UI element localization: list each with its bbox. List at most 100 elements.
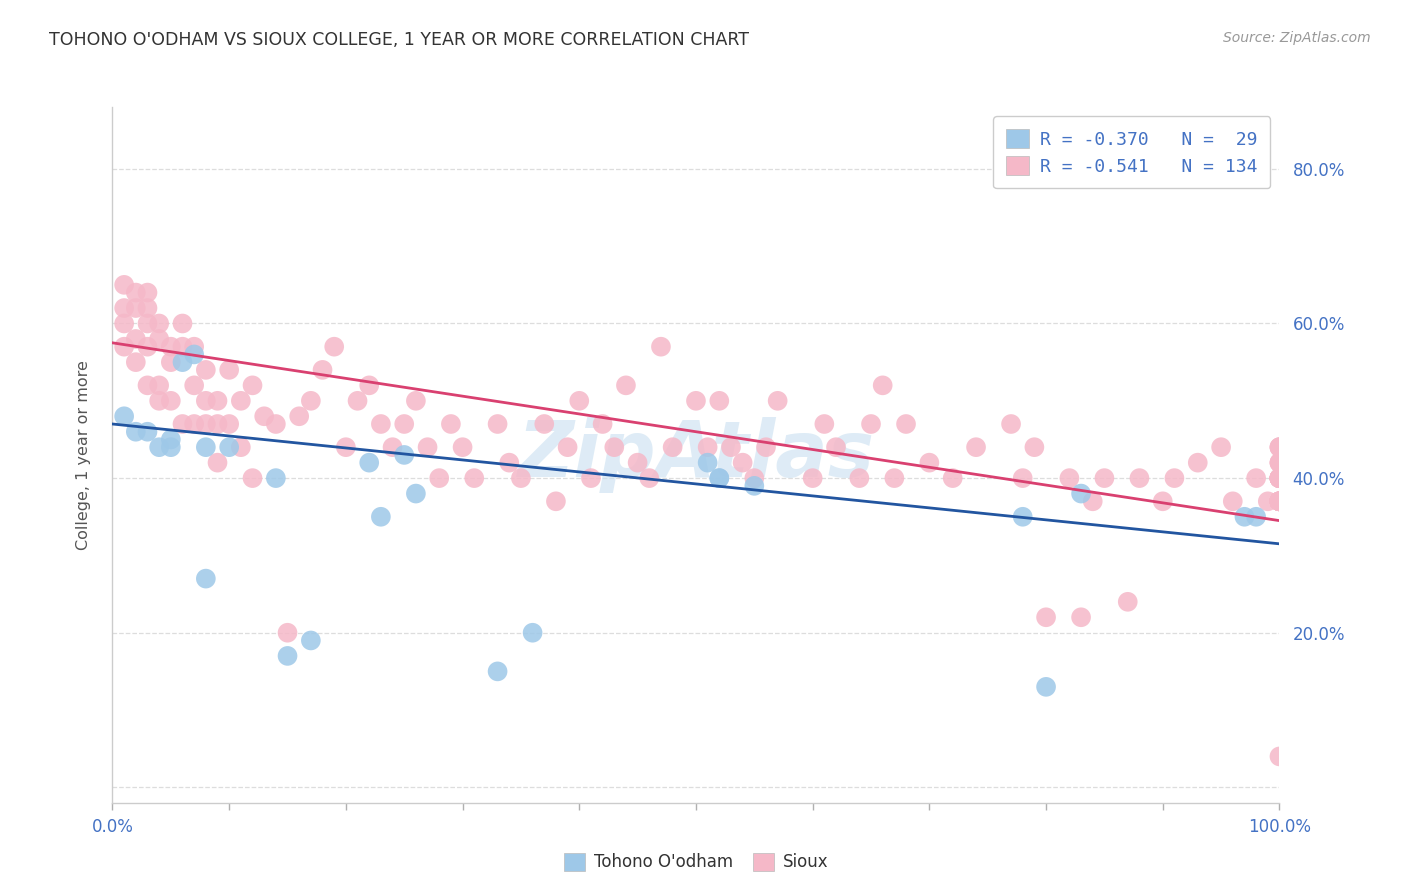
Point bbox=[160, 393, 183, 408]
Point bbox=[603, 440, 626, 454]
Point bbox=[627, 456, 650, 470]
Point bbox=[207, 456, 229, 470]
Point bbox=[579, 471, 602, 485]
Point bbox=[148, 317, 170, 331]
Point bbox=[112, 301, 135, 315]
Text: Source: ZipAtlas.com: Source: ZipAtlas.com bbox=[1223, 31, 1371, 45]
Point bbox=[183, 378, 205, 392]
Point bbox=[136, 301, 159, 315]
Point bbox=[451, 440, 474, 454]
Point bbox=[136, 378, 159, 392]
Point bbox=[1244, 471, 1267, 485]
Point bbox=[136, 340, 159, 354]
Point bbox=[148, 393, 170, 408]
Point bbox=[1268, 440, 1291, 454]
Point bbox=[1092, 471, 1115, 485]
Point bbox=[112, 409, 135, 424]
Point bbox=[1233, 509, 1256, 524]
Point bbox=[194, 417, 217, 431]
Point bbox=[650, 340, 672, 354]
Point bbox=[1268, 471, 1291, 485]
Point bbox=[288, 409, 311, 424]
Point bbox=[1011, 509, 1033, 524]
Point bbox=[1268, 471, 1291, 485]
Point bbox=[207, 393, 229, 408]
Point bbox=[242, 471, 264, 485]
Point bbox=[942, 471, 965, 485]
Point bbox=[1059, 471, 1081, 485]
Point bbox=[872, 378, 894, 392]
Point bbox=[194, 440, 217, 454]
Point bbox=[1268, 471, 1291, 485]
Point bbox=[1070, 486, 1092, 500]
Point bbox=[370, 509, 392, 524]
Point bbox=[359, 456, 381, 470]
Point bbox=[1268, 471, 1291, 485]
Point bbox=[592, 417, 614, 431]
Point bbox=[709, 393, 731, 408]
Point bbox=[486, 665, 509, 679]
Point bbox=[557, 440, 579, 454]
Point bbox=[405, 486, 427, 500]
Point bbox=[172, 340, 194, 354]
Point bbox=[1257, 494, 1279, 508]
Point bbox=[1268, 471, 1291, 485]
Point bbox=[218, 440, 240, 454]
Point bbox=[486, 417, 509, 431]
Point bbox=[1035, 610, 1057, 624]
Y-axis label: College, 1 year or more: College, 1 year or more bbox=[76, 360, 91, 549]
Point bbox=[1268, 494, 1291, 508]
Point bbox=[160, 340, 183, 354]
Point bbox=[661, 440, 683, 454]
Point bbox=[276, 625, 298, 640]
Point bbox=[614, 378, 637, 392]
Point bbox=[709, 471, 731, 485]
Point bbox=[370, 417, 392, 431]
Point bbox=[696, 440, 718, 454]
Point bbox=[1268, 440, 1291, 454]
Point bbox=[125, 355, 148, 369]
Point bbox=[172, 417, 194, 431]
Point bbox=[381, 440, 404, 454]
Point bbox=[801, 471, 824, 485]
Point bbox=[1268, 456, 1291, 470]
Point bbox=[392, 417, 416, 431]
Point bbox=[1024, 440, 1046, 454]
Point bbox=[1268, 494, 1291, 508]
Point bbox=[218, 417, 240, 431]
Point bbox=[848, 471, 870, 485]
Point bbox=[136, 425, 159, 439]
Point bbox=[1268, 456, 1291, 470]
Point bbox=[125, 425, 148, 439]
Point bbox=[1268, 456, 1291, 470]
Point bbox=[335, 440, 357, 454]
Point bbox=[568, 393, 591, 408]
Point bbox=[229, 393, 252, 408]
Point bbox=[346, 393, 368, 408]
Point bbox=[1116, 595, 1139, 609]
Point bbox=[498, 456, 520, 470]
Point bbox=[1128, 471, 1150, 485]
Point bbox=[1268, 471, 1291, 485]
Point bbox=[1268, 471, 1291, 485]
Point bbox=[148, 332, 170, 346]
Point bbox=[112, 317, 135, 331]
Point bbox=[742, 479, 765, 493]
Point bbox=[323, 340, 346, 354]
Point bbox=[136, 317, 159, 331]
Point bbox=[264, 471, 287, 485]
Point bbox=[1268, 749, 1291, 764]
Point bbox=[172, 355, 194, 369]
Point bbox=[533, 417, 555, 431]
Point bbox=[194, 393, 217, 408]
Point bbox=[1152, 494, 1174, 508]
Point bbox=[685, 393, 707, 408]
Point bbox=[696, 456, 718, 470]
Point bbox=[160, 440, 183, 454]
Point bbox=[183, 347, 205, 361]
Point bbox=[1081, 494, 1104, 508]
Point bbox=[463, 471, 485, 485]
Point bbox=[1268, 471, 1291, 485]
Point bbox=[1268, 494, 1291, 508]
Point bbox=[148, 378, 170, 392]
